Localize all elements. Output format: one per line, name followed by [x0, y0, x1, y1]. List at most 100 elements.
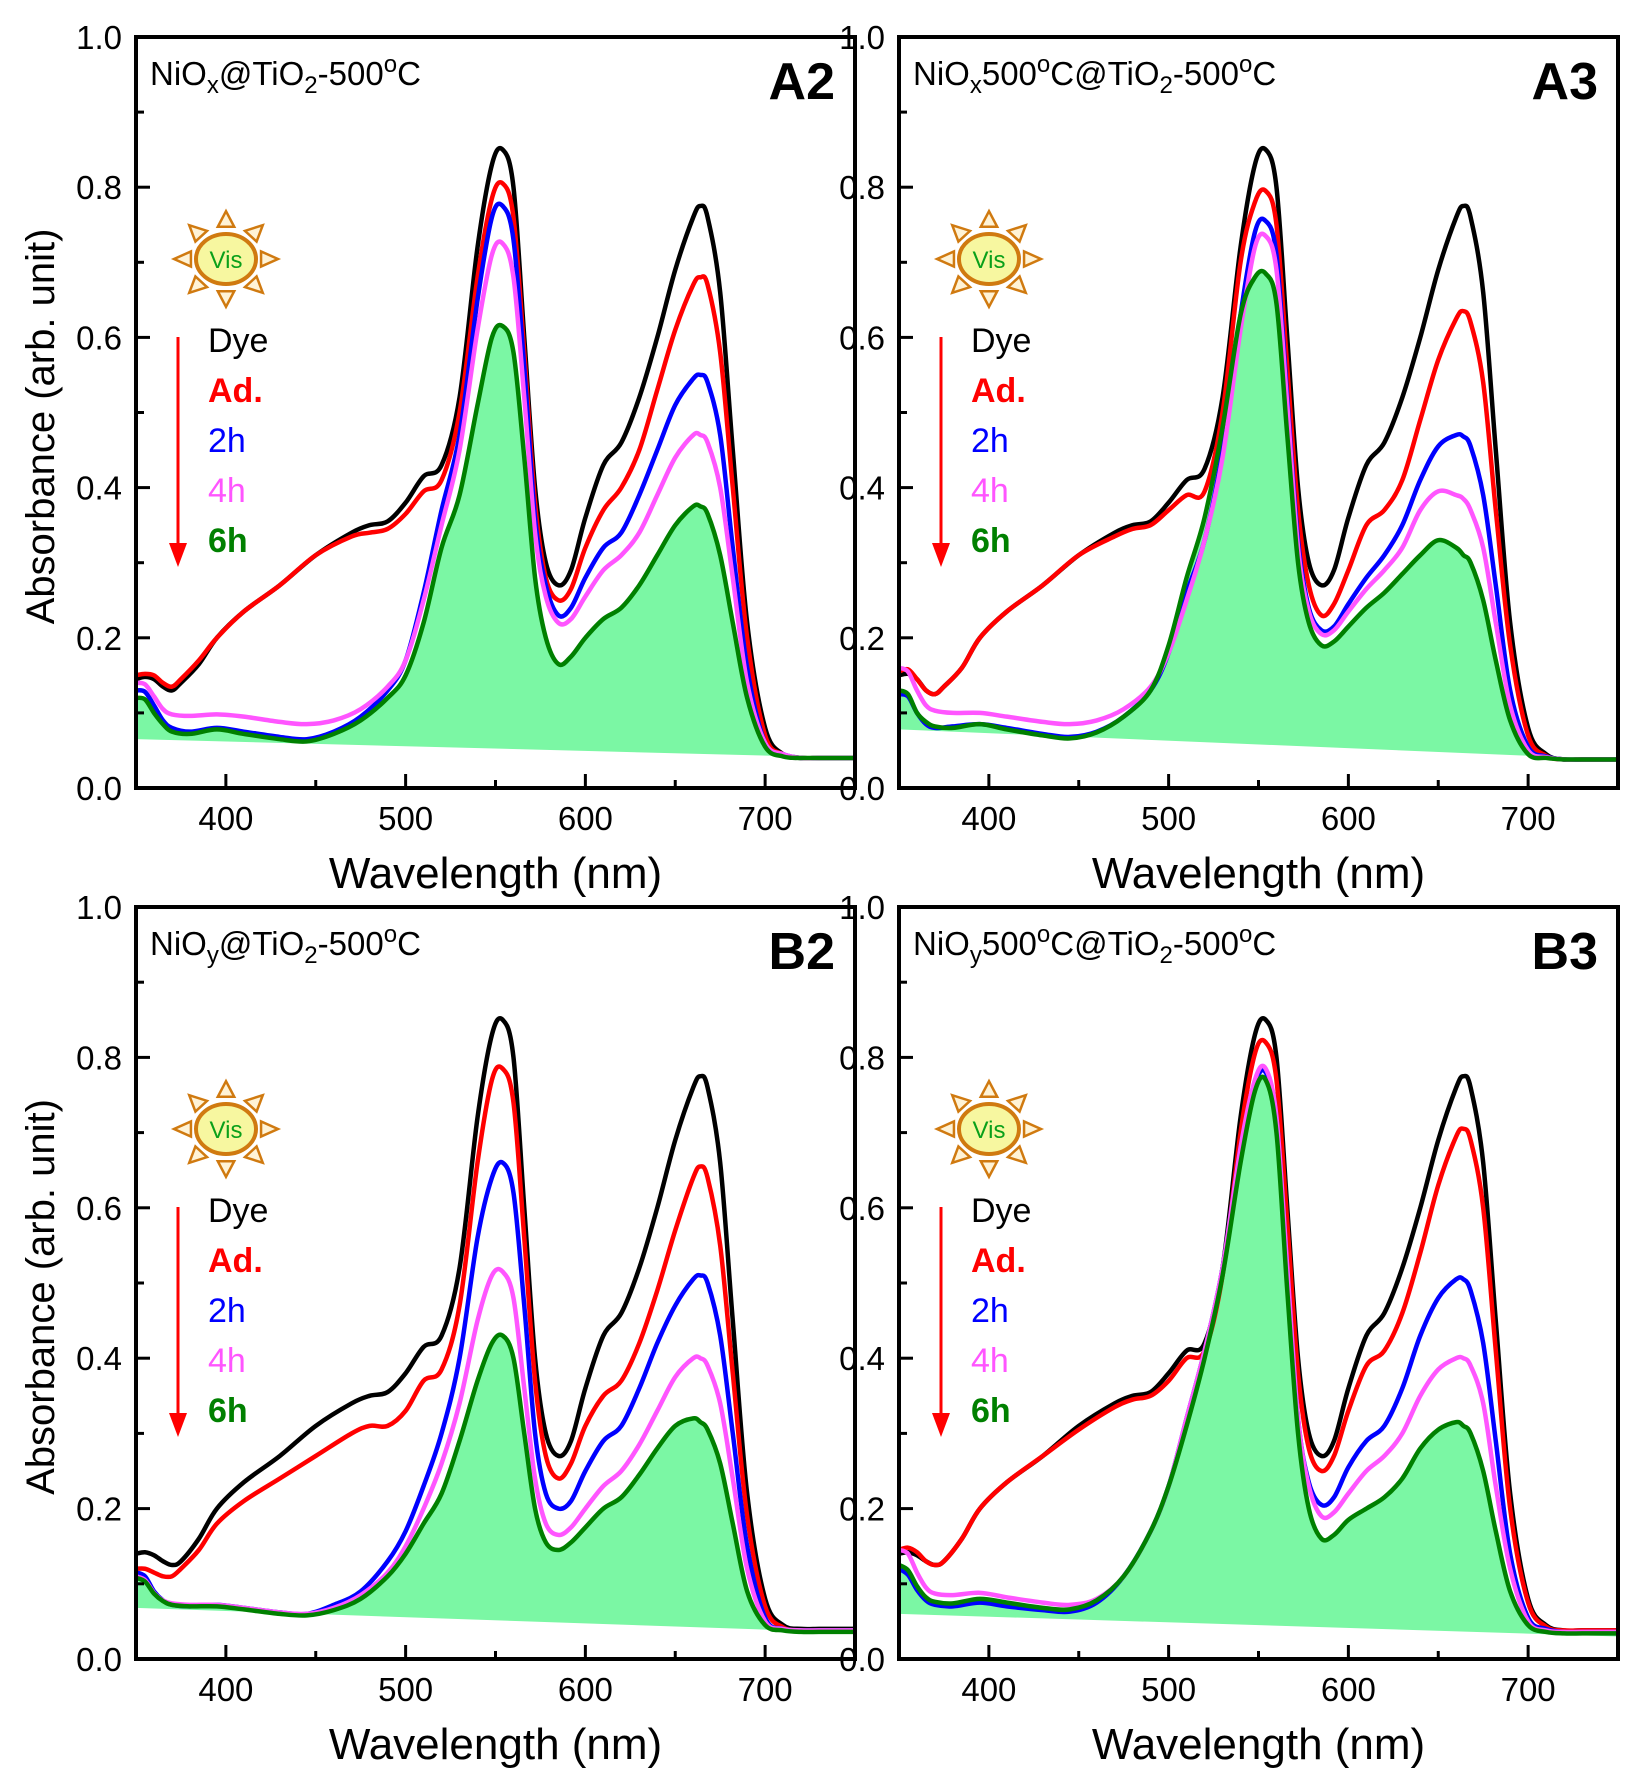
- vis-label: Vis: [210, 1117, 243, 1144]
- sun-ray: [978, 1078, 1000, 1099]
- sun-ray: [933, 1119, 956, 1139]
- legend-entry: 6h: [971, 522, 1011, 560]
- legend-entry: Dye: [971, 1192, 1031, 1230]
- sun-ray: [187, 274, 210, 295]
- sun-ray: [950, 1144, 973, 1165]
- x-tick-label: 600: [1321, 800, 1376, 837]
- sun-vis-icon: Vis: [933, 1078, 1045, 1180]
- sun-ray: [215, 289, 237, 310]
- y-tick-label: 1.0: [76, 19, 122, 56]
- legend-entry: 6h: [208, 1392, 248, 1430]
- sun-ray: [187, 1093, 210, 1114]
- y-tick-label: 0.2: [76, 1491, 122, 1528]
- x-tick-label: 500: [1141, 800, 1196, 837]
- sun-disc: [957, 1102, 1021, 1156]
- y-tick-label: 0.8: [839, 169, 885, 206]
- y-tick-label: 0.4: [839, 470, 885, 507]
- legend-entry: 6h: [208, 522, 248, 560]
- sun-ray: [215, 1159, 237, 1180]
- sun-ray: [242, 223, 265, 244]
- series-line-6h: [136, 1332, 855, 1635]
- x-axis-title: Wavelength (nm): [1092, 1720, 1425, 1769]
- x-tick-label: 700: [738, 800, 793, 837]
- sun-ray: [215, 1078, 237, 1099]
- panel-title: NiOy@TiO2-500oC: [150, 921, 421, 969]
- y-tick-label: 0.0: [76, 770, 122, 807]
- y-tick-label: 0.2: [76, 620, 122, 657]
- y-tick-label: 0.6: [76, 1190, 122, 1227]
- legend-entry: 4h: [971, 472, 1009, 510]
- plot-content: [136, 1016, 855, 1635]
- area-fill-6h: [136, 1334, 855, 1633]
- panel-title: NiOy500oC@TiO2-500oC: [913, 921, 1276, 969]
- chart-panel-B3: 400 500 600 700 0.0 0.2 0.4 0.6 0.8 1.0 Wavelength…: [839, 889, 1620, 1769]
- sun-disc: [194, 1102, 258, 1156]
- sun-ray: [933, 249, 956, 269]
- vis-label: Vis: [973, 1117, 1006, 1144]
- area-fill-6h: [899, 1076, 1618, 1637]
- chart-panel-B2: 400 500 600 700 0.0 0.2 0.4 0.6 0.8 1.0 Wavelength…: [19, 889, 857, 1769]
- plot-content: [899, 145, 1618, 763]
- y-axis-title: Absorbance (arb. unit): [19, 229, 63, 625]
- panel-label: A2: [769, 53, 835, 111]
- panel-label: A3: [1532, 53, 1598, 111]
- x-tick-label: 600: [558, 1671, 613, 1708]
- x-tick-label: 700: [1501, 1671, 1556, 1708]
- y-tick-label: 0.4: [76, 1340, 122, 1377]
- legend-entry: 6h: [971, 1392, 1011, 1430]
- legend-entry: 4h: [971, 1342, 1009, 1380]
- x-tick-label: 700: [738, 1671, 793, 1708]
- sun-ray: [978, 208, 1000, 229]
- y-tick-label: 0.6: [839, 319, 885, 356]
- sun-ray: [1022, 249, 1045, 269]
- y-tick-label: 0.0: [76, 1641, 122, 1678]
- x-tick-label: 600: [1321, 1671, 1376, 1708]
- x-tick-label: 600: [558, 800, 613, 837]
- series-line-ad: [136, 1064, 855, 1633]
- x-tick-label: 700: [1501, 800, 1556, 837]
- sun-ray: [950, 223, 973, 244]
- sun-ray: [978, 289, 1000, 310]
- sun-ray: [187, 1144, 210, 1165]
- legend-entry: 4h: [208, 472, 246, 510]
- legend-entry: Ad.: [208, 372, 263, 410]
- chart-panel-A3: 400 500 600 700 0.0 0.2 0.4 0.6 0.8 1.0 Wavelength…: [839, 19, 1620, 898]
- y-tick-label: 0.8: [76, 169, 122, 206]
- series-line-4h: [899, 231, 1618, 762]
- sun-ray: [187, 223, 210, 244]
- sun-ray: [242, 274, 265, 295]
- x-axis-title: Wavelength (nm): [329, 849, 662, 898]
- y-tick-label: 0.4: [839, 1340, 885, 1377]
- sun-ray: [170, 249, 193, 269]
- panel-title: NiOx@TiO2-500oC: [150, 51, 421, 99]
- y-tick-label: 0.0: [839, 770, 885, 807]
- sun-ray: [950, 274, 973, 295]
- legend-entry: Ad.: [971, 1242, 1026, 1280]
- sun-ray: [242, 1144, 265, 1165]
- x-tick-label: 400: [961, 800, 1016, 837]
- vis-label: Vis: [210, 247, 243, 274]
- y-tick-label: 0.4: [76, 470, 122, 507]
- chart-panel-A2: 400 500 600 700 0.0 0.2 0.4 0.6 0.8 1.0 Wavelength…: [19, 19, 857, 898]
- y-tick-label: 0.6: [76, 319, 122, 356]
- sun-vis-icon: Vis: [170, 208, 282, 310]
- sun-ray: [1005, 223, 1028, 244]
- x-tick-label: 400: [198, 800, 253, 837]
- panel-label: B2: [769, 923, 835, 981]
- vis-label: Vis: [973, 247, 1006, 274]
- panel-label: B3: [1532, 923, 1598, 981]
- sun-ray: [950, 1093, 973, 1114]
- sun-ray: [242, 1093, 265, 1114]
- x-tick-label: 500: [1141, 1671, 1196, 1708]
- sun-ray: [1022, 1119, 1045, 1139]
- x-axis-title: Wavelength (nm): [329, 1720, 662, 1769]
- time-arrow-head: [932, 543, 950, 567]
- y-tick-label: 0.6: [839, 1190, 885, 1227]
- y-tick-label: 0.2: [839, 620, 885, 657]
- y-tick-label: 0.0: [839, 1641, 885, 1678]
- y-axis-title: Absorbance (arb. unit): [19, 1099, 63, 1495]
- legend-entry: Dye: [208, 1192, 268, 1230]
- sun-ray: [259, 249, 282, 269]
- legend-entry: 2h: [971, 422, 1009, 460]
